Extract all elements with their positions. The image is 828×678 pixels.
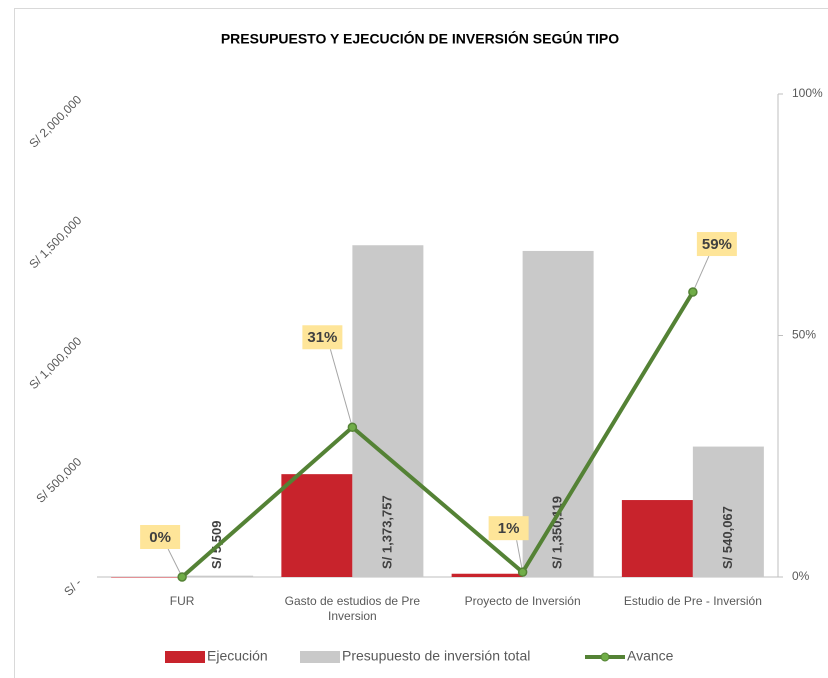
data-label-box (302, 325, 343, 350)
legend-swatch (165, 651, 205, 663)
bar (111, 577, 183, 578)
bar (621, 500, 693, 577)
line-value-label: 0% (149, 529, 171, 546)
y2-tick-label: 50% (792, 328, 816, 342)
line-value-label: 59% (702, 236, 732, 253)
line-marker (517, 567, 528, 577)
y-tick-label: S/ 2,000,000 (26, 92, 84, 150)
leader-line (692, 255, 710, 293)
line-marker (688, 287, 698, 297)
bar-value-label: S/ 1,350,119 (550, 496, 565, 569)
leader-line (167, 548, 183, 578)
bar (692, 446, 764, 577)
y-tick-label: S/ 1,000,000 (26, 334, 84, 392)
leader-line (329, 349, 353, 428)
legend-label: Ejecución (207, 648, 268, 664)
bar-value-label: S/ 1,373,757 (379, 495, 394, 569)
line-marker (177, 572, 187, 582)
chart-border (14, 8, 828, 678)
line-value-label: 31% (307, 329, 337, 346)
x-tick-label: Estudio de Pre - Inversión (623, 594, 762, 608)
data-label-box (696, 232, 737, 257)
bar (522, 250, 594, 577)
x-tick-label: Gasto de estudios de Pre Inversion (284, 594, 421, 623)
chart-title: PRESUPUESTO Y EJECUCIÓN DE INVERSIÓN SEG… (221, 30, 619, 47)
data-label-box (140, 525, 181, 549)
legend-label: Presupuesto de inversión total (342, 648, 530, 664)
line-value-label: 1% (498, 520, 520, 537)
x-tick-label: FUR (169, 594, 195, 608)
leader-line (516, 540, 524, 573)
bar (352, 245, 424, 578)
data-label-box (488, 516, 529, 541)
legend-swatch (300, 651, 340, 663)
y2-tick-label: 0% (792, 569, 810, 583)
y2-tick-label: 100% (792, 86, 823, 100)
bar-value-label: S/ 540,067 (720, 506, 735, 569)
line (180, 290, 695, 579)
y-tick-label: S/ 1,500,000 (26, 213, 84, 271)
bar (451, 573, 523, 577)
x-tick-label: Proyecto de Inversión (464, 594, 581, 608)
legend-swatch-marker (600, 652, 610, 662)
bar (182, 575, 254, 577)
y-tick-label: S/ 500,000 (33, 454, 84, 505)
y-tick-label: S/ - (61, 575, 84, 598)
line-marker (347, 422, 358, 433)
bar (281, 474, 353, 577)
legend-label: Avance (627, 648, 674, 664)
